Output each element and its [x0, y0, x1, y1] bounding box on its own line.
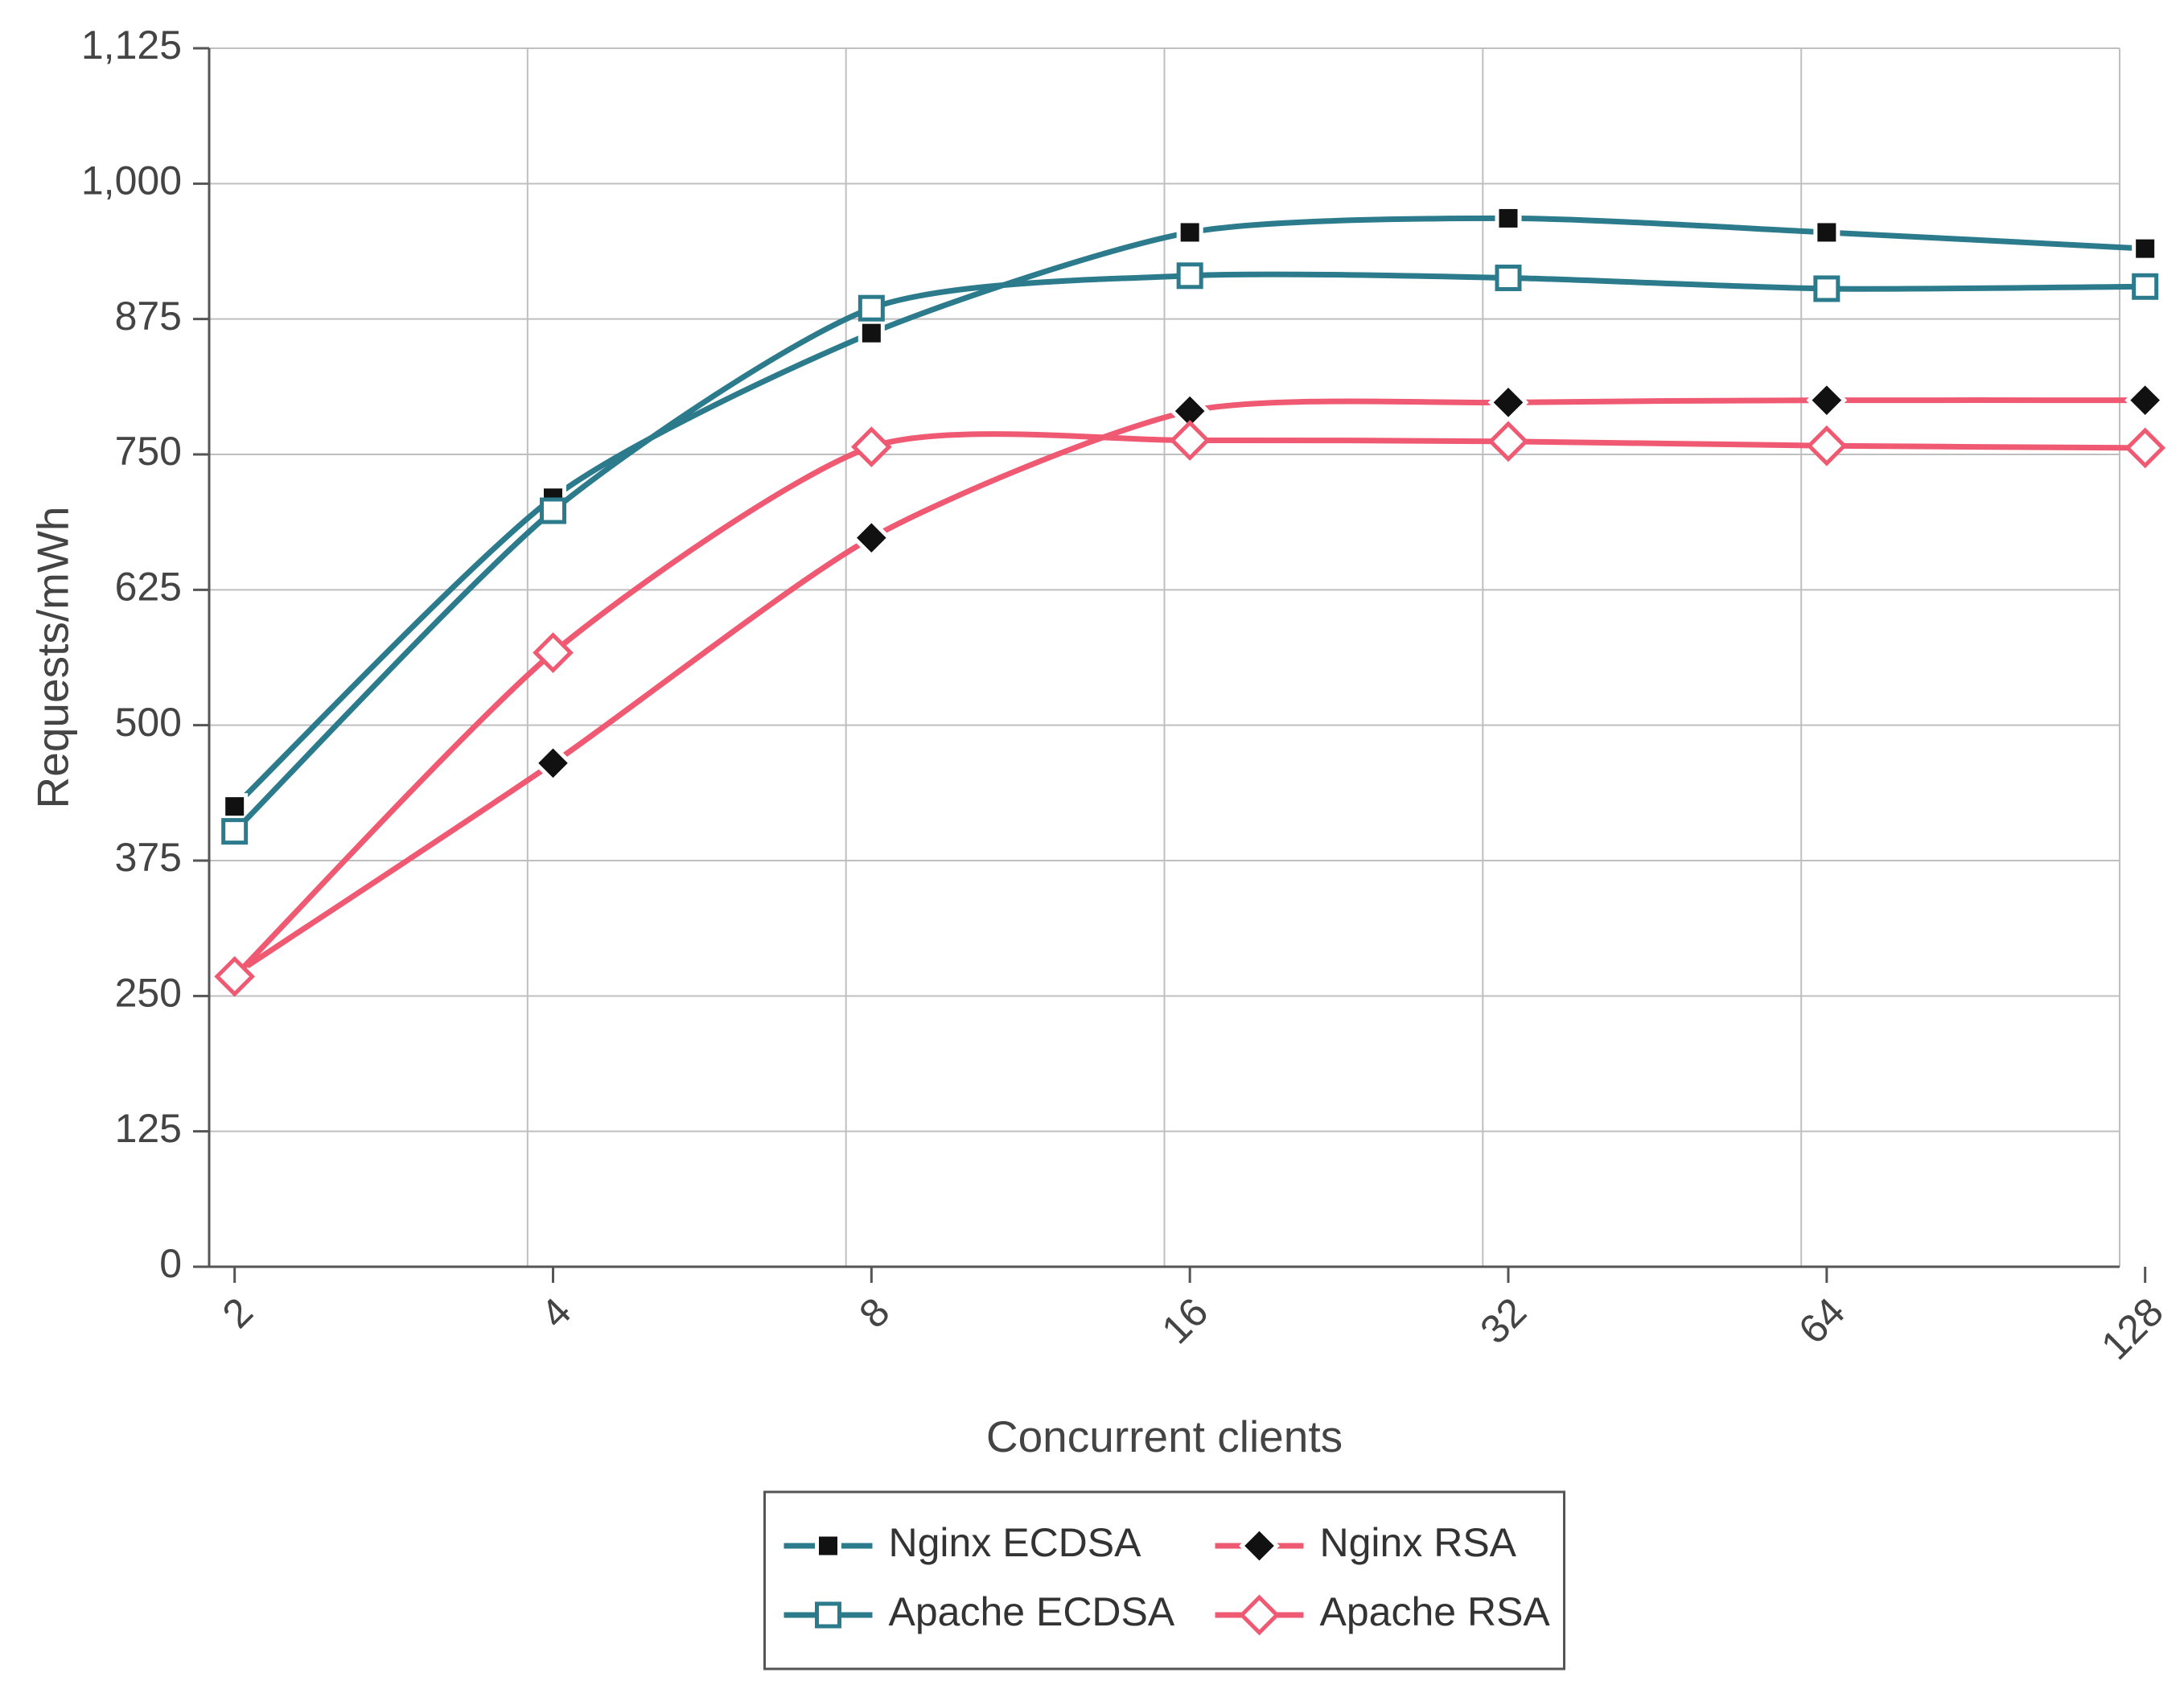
legend: Nginx ECDSA Nginx RSA Apache ECDSA Apache R…: [765, 1492, 1565, 1669]
x-axis-label: Concurrent clients: [986, 1412, 1343, 1461]
y-tick-label: 1,000: [81, 158, 182, 203]
y-tick-label: 125: [115, 1106, 182, 1151]
y-tick-label: 250: [115, 971, 182, 1016]
legend-label: Nginx RSA: [1320, 1520, 1517, 1565]
legend-label: Apache ECDSA: [889, 1589, 1175, 1634]
y-tick-label: 375: [115, 835, 182, 880]
chart-svg: 01252503755006257508751,0001,12524816326…: [0, 0, 2184, 1685]
legend-label: Nginx ECDSA: [889, 1520, 1142, 1565]
y-tick-label: 750: [115, 429, 182, 474]
y-axis-label: Requests/mWh: [28, 507, 78, 809]
line-chart: 01252503755006257508751,0001,12524816326…: [0, 0, 2184, 1689]
y-tick-label: 1,125: [81, 23, 182, 68]
y-tick-label: 500: [115, 700, 182, 745]
legend-label: Apache RSA: [1320, 1589, 1551, 1634]
y-tick-label: 0: [159, 1241, 182, 1286]
y-tick-label: 875: [115, 294, 182, 339]
y-tick-label: 625: [115, 565, 182, 610]
